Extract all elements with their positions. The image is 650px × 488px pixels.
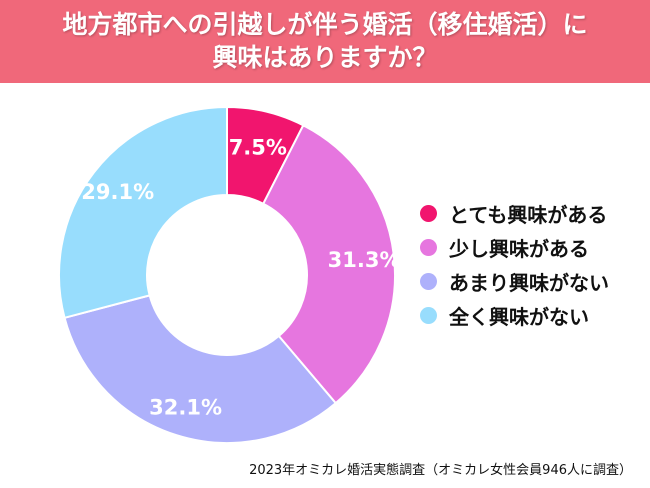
legend-swatch <box>420 239 437 256</box>
legend-label: 全く興味がない <box>449 305 589 329</box>
legend-label: とても興味がある <box>449 203 608 227</box>
slice-2 <box>63 294 338 444</box>
data-label-3: 29.1% <box>81 180 154 204</box>
legend-swatch <box>420 307 437 324</box>
slice-3 <box>58 105 228 320</box>
slice-1 <box>261 123 396 405</box>
source-note: 2023年オミカレ婚活実態調査（オミカレ女性会員946人に調査） <box>249 463 632 478</box>
title-line-2: 興味はありますか？ <box>212 43 438 72</box>
legend-item: とても興味がある <box>420 199 607 228</box>
data-label-0: 7.5% <box>229 136 287 160</box>
chart-title: 地方都市への引越しが伴う婚活（移住婚活）に 興味はありますか？ <box>0 0 650 83</box>
legend-label: 少し興味がある <box>449 237 589 261</box>
legend-swatch <box>420 273 437 290</box>
legend-item: 少し興味がある <box>420 233 589 262</box>
legend-item: 全く興味がない <box>420 301 589 330</box>
data-label-2: 32.1% <box>149 396 222 420</box>
data-label-1: 31.3% <box>328 248 401 272</box>
legend-item: あまり興味がない <box>420 267 609 296</box>
legend-label: あまり興味がない <box>449 271 609 295</box>
legend-swatch <box>420 205 437 222</box>
title-line-1: 地方都市への引越しが伴う婚活（移住婚活）に <box>62 10 588 39</box>
